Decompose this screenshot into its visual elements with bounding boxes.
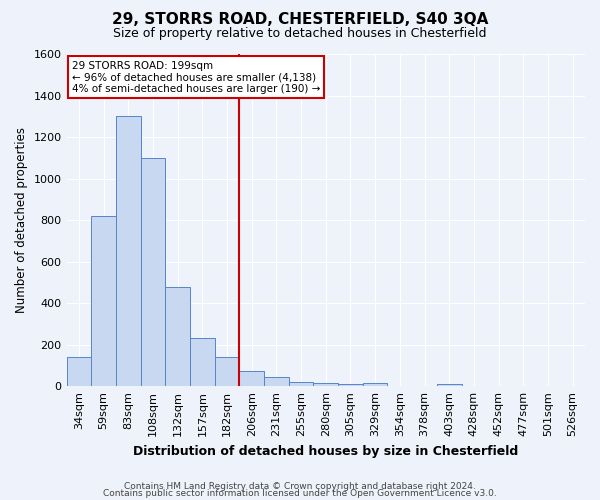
Text: 29 STORRS ROAD: 199sqm
← 96% of detached houses are smaller (4,138)
4% of semi-d: 29 STORRS ROAD: 199sqm ← 96% of detached… <box>72 60 320 94</box>
Text: Contains HM Land Registry data © Crown copyright and database right 2024.: Contains HM Land Registry data © Crown c… <box>124 482 476 491</box>
Bar <box>264 377 289 386</box>
Bar <box>190 338 215 386</box>
Bar <box>437 384 461 386</box>
Text: 29, STORRS ROAD, CHESTERFIELD, S40 3QA: 29, STORRS ROAD, CHESTERFIELD, S40 3QA <box>112 12 488 28</box>
Bar <box>215 357 239 386</box>
Text: Size of property relative to detached houses in Chesterfield: Size of property relative to detached ho… <box>113 28 487 40</box>
Bar <box>363 384 388 386</box>
Bar <box>91 216 116 386</box>
Bar <box>67 357 91 386</box>
Y-axis label: Number of detached properties: Number of detached properties <box>15 127 28 313</box>
Bar <box>165 286 190 386</box>
Bar <box>116 116 140 386</box>
Bar <box>338 384 363 386</box>
Bar <box>239 370 264 386</box>
Bar <box>289 382 313 386</box>
Bar <box>313 384 338 386</box>
X-axis label: Distribution of detached houses by size in Chesterfield: Distribution of detached houses by size … <box>133 444 518 458</box>
Bar <box>140 158 165 386</box>
Text: Contains public sector information licensed under the Open Government Licence v3: Contains public sector information licen… <box>103 490 497 498</box>
